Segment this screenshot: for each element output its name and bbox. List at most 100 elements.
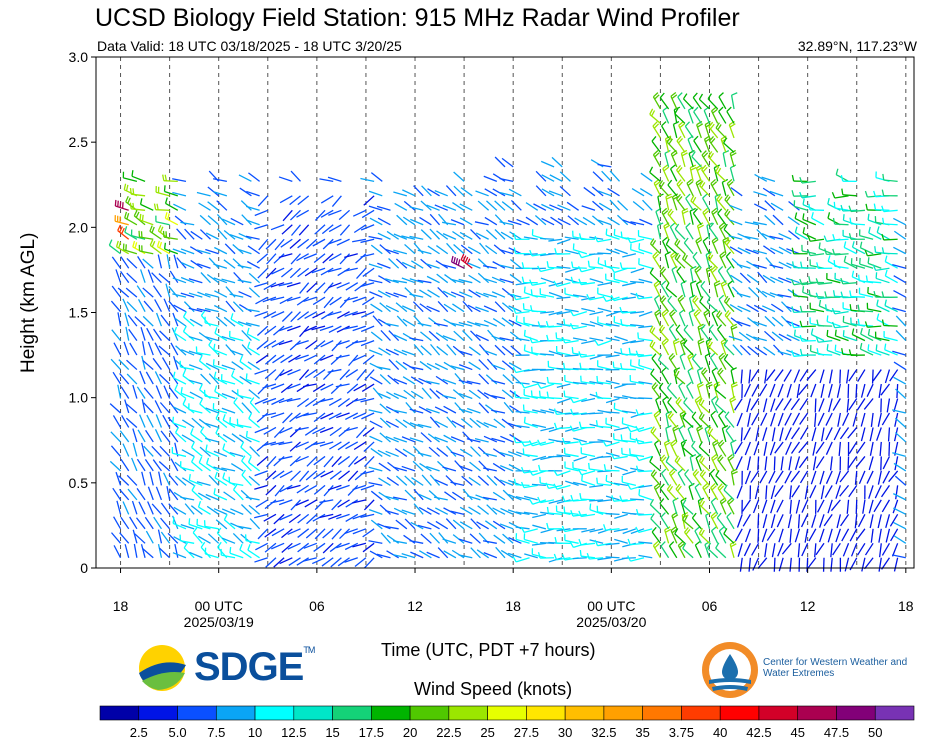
wind-barb-flag bbox=[662, 164, 669, 170]
wind-barb bbox=[313, 542, 326, 552]
wind-barb bbox=[622, 422, 637, 429]
wind-barb bbox=[354, 557, 367, 567]
wind-barb-flag bbox=[686, 381, 692, 387]
wind-barb bbox=[404, 489, 416, 501]
wind-barb bbox=[360, 513, 375, 518]
wind-barb-flag bbox=[668, 468, 675, 474]
wind-barb-flag bbox=[655, 485, 661, 491]
wind-barb bbox=[339, 224, 351, 236]
wind-barb bbox=[660, 284, 670, 298]
wind-barb bbox=[638, 455, 653, 462]
wind-barb bbox=[630, 221, 645, 226]
wind-barb bbox=[491, 291, 506, 298]
wind-barb bbox=[694, 544, 702, 559]
wind-barb-flag bbox=[667, 396, 672, 403]
wind-barb bbox=[241, 474, 252, 486]
wind-barb bbox=[683, 329, 694, 342]
sdge-sun-icon bbox=[139, 645, 186, 691]
wind-barb bbox=[362, 528, 375, 538]
wind-barb-flag bbox=[653, 123, 660, 129]
wind-barb bbox=[240, 200, 252, 211]
wind-barb-flag bbox=[620, 231, 623, 238]
wind-barb bbox=[258, 238, 269, 251]
wind-barb-flag bbox=[683, 515, 688, 522]
wind-barb bbox=[184, 228, 195, 240]
wind-barb bbox=[475, 190, 489, 197]
wind-barb-flag bbox=[569, 425, 574, 432]
wind-barb bbox=[509, 231, 522, 240]
wind-barb bbox=[773, 456, 776, 471]
wind-barb-flag bbox=[668, 485, 674, 492]
wind-barb bbox=[748, 286, 760, 298]
wind-barb bbox=[289, 455, 301, 467]
wind-barb bbox=[540, 383, 555, 389]
wind-barb-flag bbox=[537, 496, 541, 503]
wind-barb bbox=[659, 502, 670, 515]
wind-barb bbox=[237, 424, 252, 429]
wind-barb bbox=[580, 498, 596, 501]
wind-barb bbox=[605, 441, 620, 447]
wind-barb bbox=[289, 470, 301, 482]
wind-barb bbox=[384, 525, 399, 530]
wind-barb bbox=[658, 359, 670, 371]
wind-barb-flag bbox=[851, 328, 855, 335]
wind-barb bbox=[597, 339, 612, 346]
wind-barb bbox=[709, 227, 719, 240]
wind-barb-flag bbox=[691, 512, 697, 519]
wind-barb bbox=[673, 109, 678, 124]
wind-barb bbox=[345, 412, 359, 421]
wind-barb bbox=[662, 240, 670, 255]
wind-barb bbox=[895, 388, 907, 399]
wind-barb bbox=[125, 326, 130, 341]
wind-barb bbox=[482, 540, 497, 544]
wind-barb bbox=[230, 522, 244, 530]
wind-barb bbox=[893, 535, 907, 544]
wind-barb bbox=[605, 512, 620, 515]
wind-barb bbox=[256, 253, 269, 264]
wind-barb bbox=[597, 542, 612, 547]
wind-barb bbox=[245, 308, 260, 313]
wind-barb bbox=[639, 188, 653, 197]
wind-barb-flag bbox=[799, 176, 803, 184]
wind-barb bbox=[581, 452, 596, 458]
wind-barb bbox=[126, 257, 138, 269]
wind-barb bbox=[839, 484, 850, 497]
wind-barb bbox=[355, 427, 367, 439]
wind-barb bbox=[730, 442, 735, 457]
wind-barb-flag bbox=[586, 294, 591, 301]
wind-barb bbox=[535, 170, 547, 182]
wind-barb bbox=[453, 185, 465, 197]
wind-barb-flag bbox=[881, 291, 885, 298]
wind-barb bbox=[556, 383, 571, 388]
wind-barb-flag bbox=[671, 253, 677, 259]
wind-barb-flag bbox=[723, 295, 729, 302]
wind-barb bbox=[483, 435, 498, 443]
wind-barb bbox=[702, 197, 711, 211]
wind-barb bbox=[417, 249, 432, 255]
wind-barb bbox=[532, 409, 547, 414]
wind-barb-flag bbox=[141, 214, 144, 221]
wind-barb bbox=[728, 235, 743, 240]
wind-barb bbox=[214, 246, 228, 255]
wind-barb bbox=[556, 511, 571, 515]
wind-barb-flag bbox=[673, 340, 680, 345]
wind-barb bbox=[678, 385, 686, 399]
wind-barb bbox=[746, 273, 759, 284]
wind-barb bbox=[446, 416, 457, 428]
wind-barb-flag bbox=[570, 276, 574, 283]
wind-barb bbox=[352, 397, 367, 403]
wind-barb bbox=[248, 504, 261, 515]
wind-barb bbox=[159, 547, 171, 559]
wind-barb bbox=[328, 397, 342, 407]
wind-barb bbox=[271, 397, 285, 406]
wind-barb-flag bbox=[848, 205, 852, 212]
wind-barb bbox=[723, 142, 735, 153]
wind-barb bbox=[166, 254, 171, 269]
wind-barb-flag bbox=[245, 373, 248, 380]
wind-barb bbox=[188, 278, 203, 284]
wind-barb bbox=[891, 554, 906, 559]
wind-barb bbox=[846, 369, 850, 384]
wind-barb bbox=[729, 304, 743, 313]
wind-barb bbox=[290, 253, 301, 265]
wind-barb-flag bbox=[807, 235, 811, 242]
